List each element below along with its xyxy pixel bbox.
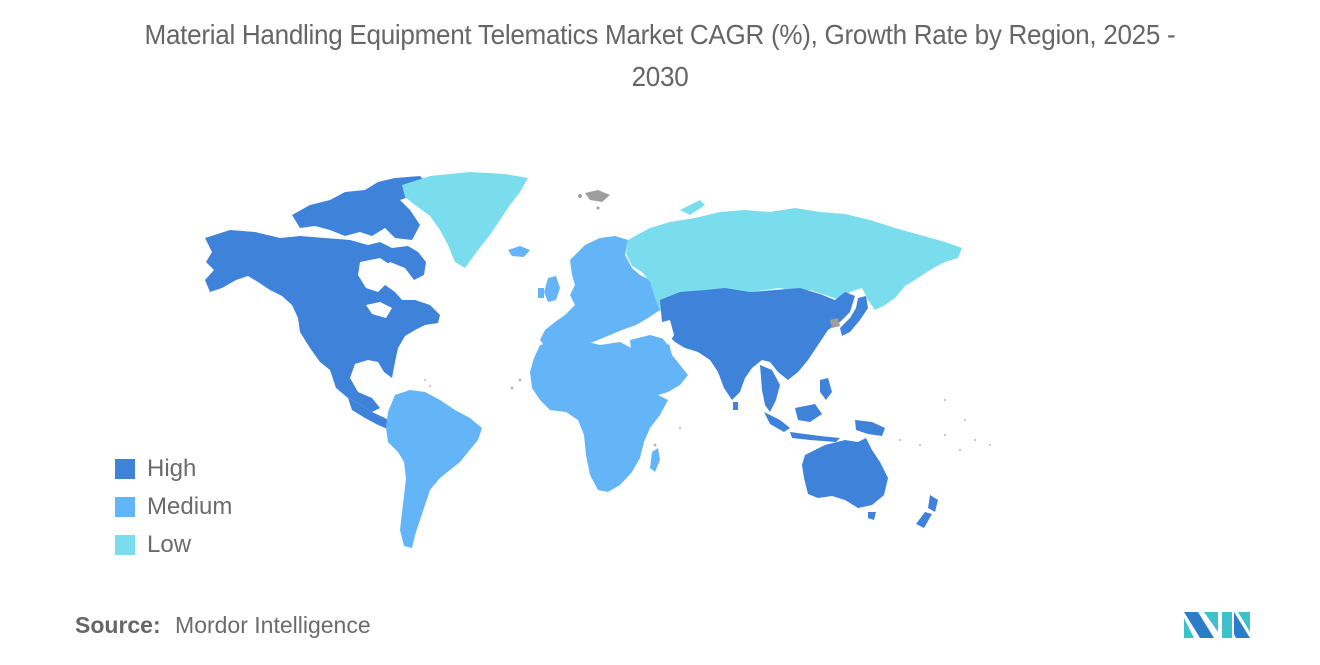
chart-title-line-2: 2030 — [631, 61, 689, 92]
map-legend: High Medium Low — [115, 450, 232, 564]
region-no-data-korea — [830, 318, 840, 328]
legend-label-low: Low — [147, 531, 192, 558]
legend-item-low: Low — [115, 526, 232, 564]
region-madagascar — [650, 448, 660, 472]
chart-title-line-1: Material Handling Equipment Telematics M… — [144, 19, 1176, 50]
small-islands — [424, 378, 991, 451]
legend-swatch-high — [115, 459, 135, 479]
legend-label-medium: Medium — [147, 493, 233, 520]
caspian-sea — [662, 320, 674, 345]
region-africa — [530, 340, 668, 492]
source-label: Source: — [75, 612, 161, 638]
legend-label-high: High — [147, 455, 197, 482]
region-europe — [538, 236, 660, 352]
legend-swatch-low — [115, 535, 135, 555]
region-iceland — [508, 246, 530, 257]
legend-item-high: High — [115, 450, 232, 488]
region-novaya-zemlya — [680, 200, 705, 215]
mordor-intelligence-logo-icon — [1184, 612, 1250, 638]
region-south-america — [386, 390, 482, 548]
great-lakes — [366, 302, 392, 318]
source-credit: Source: Mordor Intelligence — [75, 612, 371, 639]
region-no-data-arctic — [578, 190, 610, 210]
region-greenland — [402, 172, 528, 268]
region-russia — [626, 208, 962, 312]
legend-swatch-medium — [115, 497, 135, 517]
region-asia — [660, 288, 885, 442]
chart-title: Material Handling Equipment Telematics M… — [46, 14, 1274, 98]
legend-item-medium: Medium — [115, 488, 232, 526]
region-oceania — [802, 438, 938, 528]
hudson-bay — [358, 258, 392, 292]
source-value: Mordor Intelligence — [175, 612, 371, 638]
